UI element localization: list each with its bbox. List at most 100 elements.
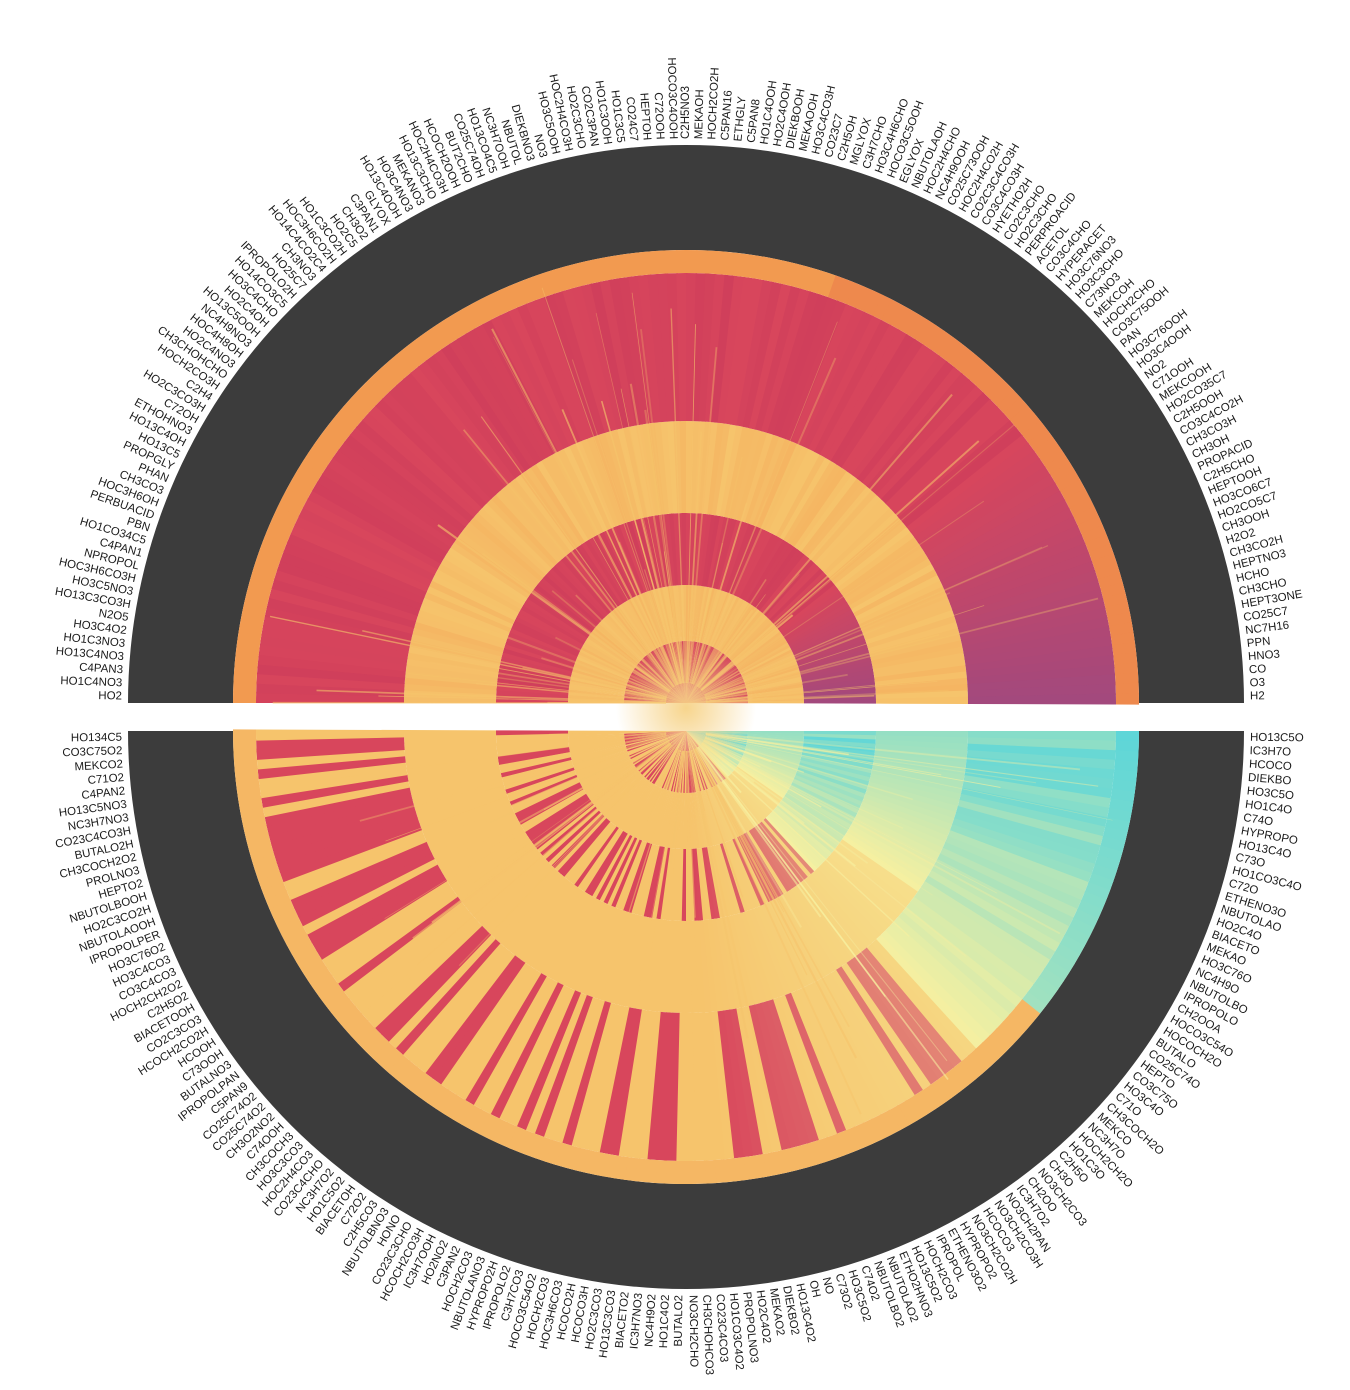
heatmap-cell (739, 642, 789, 673)
heatmap-cell (1076, 900, 1103, 920)
heatmap-cell (726, 614, 766, 658)
heatmap-cell (647, 919, 665, 1012)
heatmap-cell (417, 789, 507, 825)
heatmap-cell (540, 893, 593, 977)
heatmap-cell (747, 737, 804, 748)
heatmap-cell (870, 939, 977, 1056)
heatmap-cell (921, 466, 1051, 554)
background-ring-upper (128, 145, 1244, 703)
heatmap-cell (409, 946, 511, 1068)
heatmap-cell (507, 772, 577, 802)
heatmap-cell (990, 382, 1015, 407)
heatmap-cell (723, 916, 749, 1008)
heatmap-cell (252, 561, 278, 580)
heatmap-cell (875, 934, 984, 1050)
species-label: O3 (1249, 677, 1265, 690)
heatmap-cell (638, 845, 660, 917)
heatmap-cell (963, 775, 1111, 810)
heatmap-cell (807, 982, 882, 1120)
heatmap-cell (637, 594, 662, 647)
radial-streak (686, 750, 696, 918)
heatmap-cell (1059, 934, 1085, 956)
heatmap-cell (724, 778, 762, 824)
species-label: HO2 (98, 690, 122, 702)
heatmap-cell (715, 917, 737, 1010)
heatmap-cell (354, 910, 474, 1014)
heatmap-cell (409, 768, 501, 794)
heatmap-cell (771, 571, 827, 624)
heatmap-cell (706, 846, 725, 919)
heatmap-cell (674, 1160, 686, 1184)
heatmap-cell (350, 1019, 376, 1045)
heatmap-cell (710, 1011, 735, 1160)
heatmap-cell (967, 674, 1116, 692)
heatmap-cell (1115, 731, 1139, 743)
heatmap-cell (706, 789, 728, 843)
heatmap-cell (337, 1005, 363, 1030)
radial-streak (701, 742, 869, 864)
heatmap-cell (563, 1145, 581, 1171)
heatmap-cell (795, 772, 864, 803)
heatmap-cell (699, 514, 713, 587)
heatmap-cell (641, 423, 662, 516)
heatmap-cell (791, 616, 858, 653)
heatmap-cell (702, 790, 720, 845)
heatmap-cell (581, 438, 620, 527)
radial-streak (316, 689, 667, 704)
heatmap-cell (747, 695, 804, 701)
heatmap-cell (696, 791, 710, 848)
heatmap-cell (834, 846, 911, 908)
radial-streak (620, 388, 683, 684)
heatmap-cell (996, 389, 1022, 415)
heatmap-cell (738, 762, 788, 795)
heatmap-cell (1009, 404, 1035, 429)
heatmap-cell (583, 761, 633, 792)
heatmap-cell (343, 433, 467, 533)
heatmap-cell (560, 556, 611, 615)
heatmap-cell (636, 787, 662, 840)
heatmap-cell (618, 781, 652, 830)
heatmap-cell (1039, 445, 1065, 468)
heatmap-cell (800, 879, 862, 956)
heatmap-cell (705, 250, 719, 275)
heatmap-cell (586, 436, 624, 526)
radial-streak (704, 605, 985, 698)
heatmap-cell (683, 585, 687, 642)
radial-streak (700, 424, 1015, 691)
heatmap-cell (839, 839, 918, 898)
heatmap-cell (800, 656, 872, 678)
heatmap-cell (610, 839, 643, 908)
heatmap-cell (429, 579, 516, 625)
heatmap-cell (752, 438, 792, 527)
heatmap-cell (486, 498, 556, 569)
heatmap-cell (776, 581, 835, 630)
heatmap-cell (316, 874, 448, 960)
heatmap-cell (698, 847, 712, 920)
heatmap-cell (681, 848, 686, 922)
heatmap-cell (525, 299, 588, 442)
heatmap-cell (478, 1113, 500, 1140)
heatmap-cell (627, 784, 657, 835)
heatmap-cell (302, 452, 328, 475)
heatmap-cell (235, 777, 260, 792)
heatmap-cell (256, 736, 405, 751)
radial-streak (431, 742, 671, 924)
heatmap-cell (502, 647, 574, 672)
radial-streak (359, 735, 667, 822)
species-label: HO1C4NO3 (60, 675, 122, 689)
heatmap-cell (1038, 967, 1065, 991)
radial-streak (644, 409, 685, 684)
heatmap-cell (424, 954, 521, 1079)
heatmap-cell (871, 379, 978, 496)
heatmap-cell (545, 895, 596, 980)
heatmap-cell (410, 1072, 434, 1098)
heatmap-cell (798, 762, 870, 787)
heatmap-cell (875, 684, 968, 696)
heatmap-cell (846, 349, 940, 476)
heatmap-cell (273, 811, 418, 864)
heatmap-cell (489, 289, 510, 316)
heatmap-cell (839, 537, 919, 596)
heatmap-cell (497, 672, 570, 688)
heatmap-cell (562, 288, 612, 433)
heatmap-cell (898, 420, 1018, 524)
